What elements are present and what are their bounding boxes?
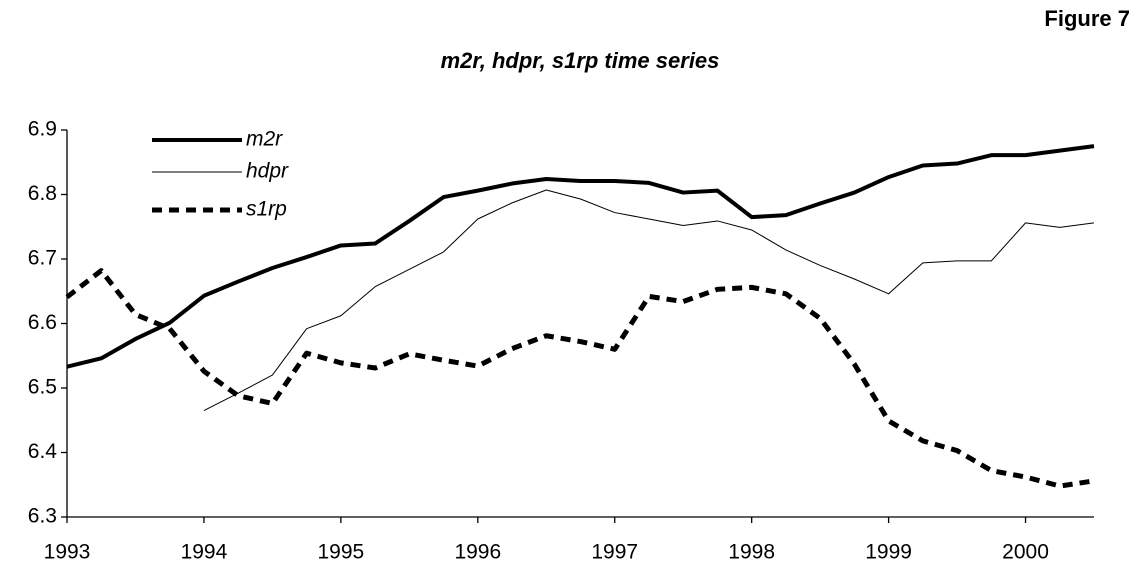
series-line xyxy=(203,189,1095,412)
y-tick-label: 6.5 xyxy=(28,376,57,399)
y-tick-label: 6.3 xyxy=(28,505,57,528)
x-tick-label: 1999 xyxy=(865,541,912,564)
legend-label: m2r xyxy=(246,128,283,151)
x-tick-label: 1995 xyxy=(318,541,365,564)
y-tick-label: 6.9 xyxy=(28,118,57,141)
x-tick-label: 1996 xyxy=(454,541,501,564)
legend-label: s1rp xyxy=(246,198,287,221)
y-tick-label: 6.7 xyxy=(28,247,57,270)
y-tick-label: 6.4 xyxy=(28,440,58,463)
chart-title: m2r, hdpr, s1rp time series xyxy=(441,48,720,73)
x-tick-label: 1993 xyxy=(44,541,91,564)
y-tick-label: 6.6 xyxy=(28,311,57,334)
series-line xyxy=(65,268,1095,489)
figure-label: Figure 7 xyxy=(1044,6,1130,31)
x-tick-label: 2000 xyxy=(1002,541,1049,564)
x-tick-label: 1994 xyxy=(181,541,228,564)
x-tick-label: 1997 xyxy=(591,541,638,564)
x-tick-label: 1998 xyxy=(728,541,775,564)
legend-label: hdpr xyxy=(246,160,289,183)
series-line xyxy=(66,144,1095,369)
y-tick-label: 6.8 xyxy=(28,182,57,205)
